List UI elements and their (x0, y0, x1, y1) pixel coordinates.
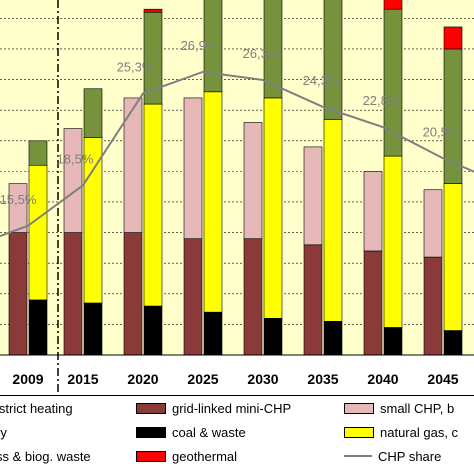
legend-label: coal & waste (172, 424, 246, 440)
legend-item-geothermal: geothermal (136, 447, 237, 465)
bar-segment (423, 256, 443, 356)
bar-segment (323, 119, 343, 322)
legend-label: ss & biog. waste (0, 448, 91, 464)
bar-segment (143, 305, 163, 356)
bar-segment (263, 0, 283, 99)
bar-segment (323, 0, 343, 120)
legend-line (344, 455, 372, 457)
legend-item-chp-share: CHP share (344, 447, 441, 465)
legend-swatch (136, 402, 166, 414)
legend-swatch (136, 450, 166, 462)
bar-segment (83, 302, 103, 356)
bar-segment (83, 88, 103, 139)
bar-segment (203, 311, 223, 356)
x-tick-label: 2045 (427, 371, 458, 387)
legend-item-district-heating: istrict heating (0, 399, 73, 417)
bar-segment (28, 164, 48, 301)
legend-item-biomass: ss & biog. waste (0, 447, 91, 465)
bar-segment (123, 97, 143, 233)
bar-segment (443, 26, 463, 50)
chp-share-label: 20,5% (423, 124, 460, 139)
chart-svg: 2009 2015 2020 2025 2030 2035 2040 2045 15,5% 18,… (0, 0, 474, 395)
bar-segment (383, 155, 403, 328)
bar-segment (423, 189, 443, 258)
bar-segment (303, 146, 323, 246)
legend-label: CHP share (378, 448, 442, 464)
chp-share-line (0, 70, 474, 238)
bar-segment (383, 327, 403, 356)
x-tick-label: 2015 (67, 371, 98, 387)
legend: istrict heating grid-linked mini-CHP sma… (0, 395, 474, 475)
legend-label: istrict heating (0, 400, 73, 416)
legend-item-ry: ry (0, 423, 7, 441)
x-tick-label: 2040 (367, 371, 398, 387)
legend-label: ry (0, 424, 7, 440)
legend-item-small-chp: small CHP, b (344, 399, 454, 417)
legend-swatch (136, 426, 166, 438)
legend-item-grid-linked-mini-chp: grid-linked mini-CHP (136, 399, 291, 417)
bar-segment (8, 183, 28, 233)
bar-segment (243, 238, 263, 356)
bar-segment (143, 8, 163, 13)
bar-segment (123, 232, 143, 356)
bar-segment (383, 0, 403, 10)
bar-segment (363, 250, 383, 356)
bar-segment (203, 0, 223, 93)
bar-segment (143, 103, 163, 307)
chp-share-label: 24,3% (303, 73, 340, 88)
bar-segment (183, 97, 203, 240)
chp-share-label: 26,9% (181, 38, 218, 53)
chp-share-label: 25,3% (117, 59, 154, 74)
bar-segment (443, 183, 463, 331)
legend-label: geothermal (172, 448, 238, 464)
chp-share-label: 26,3% (243, 46, 280, 61)
x-tick-label: 2020 (127, 371, 158, 387)
legend-label: natural gas, c (380, 424, 459, 440)
bar-segment (28, 299, 48, 356)
bar-segment (443, 330, 463, 356)
x-tick-label: 2009 (12, 371, 43, 387)
chp-share-label: 15,5% (0, 192, 37, 207)
bar-segment (28, 140, 48, 166)
chp-share-label: 22,8% (363, 93, 400, 108)
bar-segment (8, 232, 28, 356)
bar-segment (63, 232, 83, 356)
legend-swatch (344, 426, 374, 438)
legend-item-natural-gas: natural gas, c (344, 423, 458, 441)
bar-segment (243, 122, 263, 240)
chp-share-label: 18,5% (57, 151, 94, 166)
bar-segment (383, 8, 403, 157)
bar-segment (63, 128, 83, 233)
bar-segment (263, 317, 283, 356)
bar-segment (203, 91, 223, 313)
bar-segment (303, 244, 323, 356)
bar-segment (323, 321, 343, 356)
bar-segment (363, 171, 383, 252)
x-tick-label: 2025 (187, 371, 218, 387)
x-tick-label: 2035 (307, 371, 338, 387)
bar-segment (183, 238, 203, 356)
x-tick-label: 2030 (247, 371, 278, 387)
bar-segment (263, 97, 283, 319)
legend-label: grid-linked mini-CHP (172, 400, 292, 416)
legend-label: small CHP, b (380, 400, 455, 416)
legend-swatch (344, 402, 374, 414)
legend-item-coal-waste: coal & waste (136, 423, 246, 441)
